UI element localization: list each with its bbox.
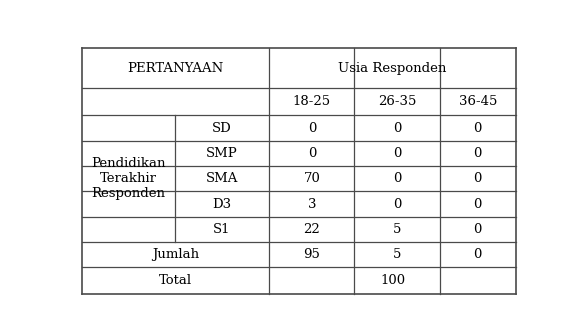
Text: Usia Responden: Usia Responden bbox=[338, 61, 447, 75]
Text: 70: 70 bbox=[304, 172, 320, 185]
Text: SD: SD bbox=[212, 122, 232, 134]
Text: D3: D3 bbox=[212, 198, 231, 211]
Text: PERTANYAAN: PERTANYAAN bbox=[128, 61, 224, 75]
Text: 0: 0 bbox=[393, 122, 401, 134]
Text: 26-35: 26-35 bbox=[378, 95, 416, 108]
Text: SMP: SMP bbox=[206, 147, 238, 160]
Text: 0: 0 bbox=[393, 198, 401, 211]
Text: S1: S1 bbox=[213, 223, 231, 236]
Text: 95: 95 bbox=[304, 248, 320, 261]
Text: 36-45: 36-45 bbox=[458, 95, 497, 108]
Text: 0: 0 bbox=[393, 172, 401, 185]
Text: 5: 5 bbox=[393, 223, 401, 236]
Text: 0: 0 bbox=[473, 223, 482, 236]
Text: 0: 0 bbox=[473, 198, 482, 211]
Text: 0: 0 bbox=[308, 122, 316, 134]
Text: 0: 0 bbox=[393, 147, 401, 160]
Text: Pendidikan
Terakhir
Responden: Pendidikan Terakhir Responden bbox=[91, 157, 166, 200]
Text: 18-25: 18-25 bbox=[293, 95, 331, 108]
Text: Total: Total bbox=[159, 274, 192, 287]
Text: 0: 0 bbox=[473, 248, 482, 261]
Text: 0: 0 bbox=[473, 147, 482, 160]
Text: 22: 22 bbox=[304, 223, 320, 236]
Text: 0: 0 bbox=[473, 172, 482, 185]
Text: 0: 0 bbox=[473, 122, 482, 134]
Text: SMA: SMA bbox=[206, 172, 238, 185]
Text: 0: 0 bbox=[308, 147, 316, 160]
Text: 100: 100 bbox=[380, 274, 405, 287]
Text: 5: 5 bbox=[393, 248, 401, 261]
Text: Jumlah: Jumlah bbox=[152, 248, 199, 261]
Text: 3: 3 bbox=[308, 198, 316, 211]
